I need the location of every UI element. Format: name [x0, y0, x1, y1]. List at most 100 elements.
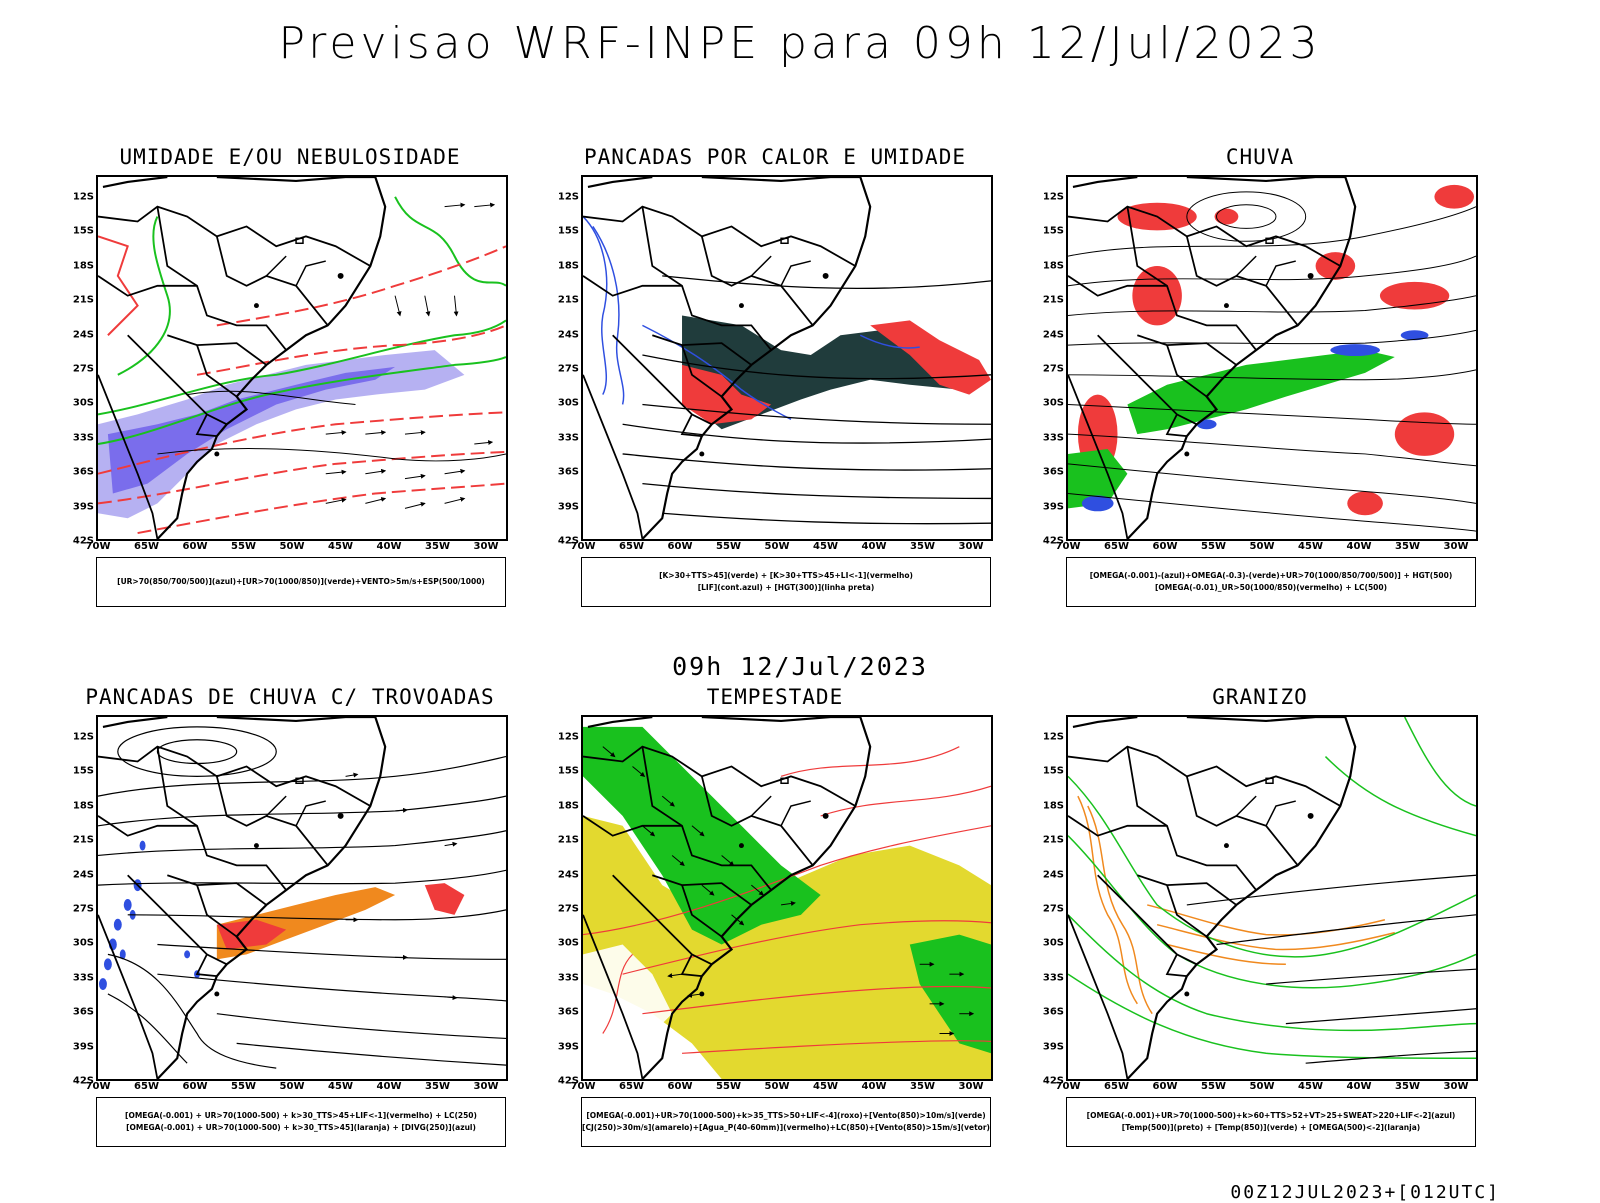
- lon-tick-label: 35W: [910, 541, 935, 552]
- lon-tick-label: 50W: [1249, 1081, 1275, 1092]
- lat-axis: 12S 15S 18S 21S 24S 27S 30S 33S 36S 39S 42S: [555, 175, 579, 547]
- legend-line: [LIF](cont.azul) + [HGT(300)](linha pret…: [697, 583, 875, 592]
- legend-line: [CJ(250)>30m/s](amarelo)+[Agua_P(40-60mm…: [582, 1123, 990, 1132]
- lon-axis: 70W 65W 60W 55W 50W 45W 40W 35W 30W: [86, 1081, 508, 1095]
- legend-line: [OMEGA(-0.001) + UR>70(1000-500) + k>30_…: [126, 1123, 476, 1132]
- lat-tick-label: 36S: [1042, 1006, 1064, 1018]
- lat-tick-label: 30S: [72, 937, 94, 949]
- lon-tick-label: 30W: [958, 1081, 984, 1092]
- map-pancadas-calor: [581, 175, 993, 541]
- legend-line: [OMEGA(-0.001)-(azul)+OMEGA(-0.3)-(verde…: [1089, 571, 1453, 580]
- lat-axis: 12S 15S 18S 21S 24S 27S 30S 33S 36S 39S 42S: [555, 715, 579, 1087]
- lat-tick-label: 27S: [557, 363, 579, 375]
- lat-tick-label: 39S: [1042, 501, 1064, 513]
- lon-tick-label: 60W: [1152, 541, 1178, 552]
- panel-umidade: UMIDADE E/OU NEBULOSIDADE 12S 15S 18S 21S 24…: [70, 145, 510, 625]
- legend-box: [OMEGA(-0.001)+UR>70(1000-500)+k>35_TTS>…: [581, 1097, 991, 1147]
- lon-tick-label: 35W: [1395, 1081, 1420, 1092]
- lat-tick-label: 21S: [1042, 834, 1064, 846]
- lat-tick-label: 15S: [557, 765, 579, 777]
- lon-tick-label: 70W: [85, 1081, 111, 1092]
- lon-tick-label: 30W: [1443, 1081, 1469, 1092]
- legend-line: [Temp(500)](preto) + [Temp(850)](verde) …: [1121, 1123, 1421, 1132]
- legend-line: [OMEGA(-0.001)+UR>70(1000-500)+k>60+TTS>…: [1086, 1111, 1456, 1120]
- lon-tick-label: 50W: [764, 541, 790, 552]
- lon-tick-label: 65W: [134, 541, 159, 552]
- lon-tick-label: 70W: [1055, 1081, 1081, 1092]
- map-tempestade: [581, 715, 993, 1081]
- lat-tick-label: 42S: [1042, 1075, 1064, 1087]
- page-title: Previsao WRF-INPE para 09h 12/Jul/2023: [278, 18, 1322, 69]
- lon-tick-label: 30W: [958, 541, 984, 552]
- lon-tick-label: 70W: [85, 541, 111, 552]
- lon-tick-label: 70W: [570, 541, 596, 552]
- legend-box: [K>30+TTS>45](verde) + [K>30+TTS>45+LI<-…: [581, 557, 991, 607]
- lon-tick-label: 40W: [1346, 541, 1372, 552]
- legend-line: [OMEGA(-0.001)+UR>70(1000-500)+k>35_TTS>…: [586, 1111, 986, 1120]
- lat-tick-label: 15S: [1042, 765, 1064, 777]
- map-chuva: [1066, 175, 1478, 541]
- lon-tick-label: 65W: [1104, 1081, 1129, 1092]
- lat-tick-label: 27S: [557, 903, 579, 915]
- lon-tick-label: 60W: [1152, 1081, 1178, 1092]
- legend-box: [UR>70(850/700/500)](azul)+[UR>70(1000/8…: [96, 557, 506, 607]
- lon-tick-label: 60W: [182, 541, 208, 552]
- lon-tick-label: 35W: [910, 1081, 935, 1092]
- lat-tick-label: 24S: [72, 869, 94, 881]
- panel-title: PANCADAS POR CALOR E UMIDADE: [583, 145, 966, 169]
- lon-tick-label: 35W: [1395, 541, 1420, 552]
- lon-tick-label: 40W: [861, 541, 887, 552]
- lat-tick-label: 42S: [72, 1075, 94, 1087]
- lat-tick-label: 12S: [557, 191, 579, 203]
- lon-tick-label: 35W: [425, 541, 450, 552]
- legend-line: [K>30+TTS>45](verde) + [K>30+TTS>45+LI<-…: [659, 571, 913, 580]
- lon-tick-label: 55W: [231, 1081, 256, 1092]
- map-pancadas-trovoadas: [96, 715, 508, 1081]
- lon-axis: 70W 65W 60W 55W 50W 45W 40W 35W 30W: [1056, 541, 1478, 555]
- footer-stamp: 00Z12JUL2023+[012UTC]: [1230, 1182, 1500, 1203]
- map-umidade: [96, 175, 508, 541]
- lat-tick-label: 39S: [72, 1041, 94, 1053]
- lon-tick-label: 35W: [425, 1081, 450, 1092]
- legend-line: [OMEGA(-0.001) + UR>70(1000-500) + k>30_…: [125, 1111, 477, 1120]
- lon-tick-label: 55W: [231, 541, 256, 552]
- lat-tick-label: 21S: [72, 294, 94, 306]
- lon-tick-label: 50W: [764, 1081, 790, 1092]
- lat-tick-label: 24S: [557, 329, 579, 341]
- lat-tick-label: 33S: [72, 972, 94, 984]
- lat-tick-label: 21S: [557, 294, 579, 306]
- lat-tick-label: 24S: [1042, 869, 1064, 881]
- lon-tick-label: 50W: [279, 1081, 305, 1092]
- lat-tick-label: 18S: [1042, 800, 1064, 812]
- lat-tick-label: 42S: [557, 1075, 579, 1087]
- lat-tick-label: 12S: [1042, 731, 1064, 743]
- lat-tick-label: 33S: [557, 972, 579, 984]
- panel-chuva: CHUVA 12S 15S 18S 21S 24S 27S 30S 33S 36S 39S 42S: [1040, 145, 1480, 625]
- lon-tick-label: 45W: [328, 1081, 353, 1092]
- lon-tick-label: 40W: [1346, 1081, 1372, 1092]
- lat-tick-label: 15S: [72, 225, 94, 237]
- lat-tick-label: 27S: [72, 903, 94, 915]
- legend-box: [OMEGA(-0.001)-(azul)+OMEGA(-0.3)-(verde…: [1066, 557, 1476, 607]
- lon-tick-label: 45W: [328, 541, 353, 552]
- lon-tick-label: 55W: [1201, 1081, 1226, 1092]
- lat-tick-label: 36S: [72, 1006, 94, 1018]
- lon-tick-label: 60W: [667, 1081, 693, 1092]
- lon-tick-label: 55W: [1201, 541, 1226, 552]
- lon-axis: 70W 65W 60W 55W 50W 45W 40W 35W 30W: [571, 541, 993, 555]
- lon-tick-label: 30W: [473, 1081, 499, 1092]
- lon-tick-label: 40W: [861, 1081, 887, 1092]
- lat-tick-label: 36S: [72, 466, 94, 478]
- panel-pancadas-trovoadas: PANCADAS DE CHUVA C/ TROVOADAS 12S 15S 18S…: [70, 685, 510, 1165]
- lat-tick-label: 15S: [557, 225, 579, 237]
- lat-tick-label: 21S: [557, 834, 579, 846]
- panel-tempestade: TEMPESTADE 12S 15S 18S 21S 24S 27S 30S 33S 36S 39…: [555, 685, 995, 1165]
- lon-tick-label: 40W: [376, 541, 402, 552]
- lat-tick-label: 18S: [72, 260, 94, 272]
- lat-tick-label: 33S: [72, 432, 94, 444]
- lat-tick-label: 42S: [1042, 535, 1064, 547]
- lat-tick-label: 12S: [72, 191, 94, 203]
- lat-tick-label: 30S: [557, 397, 579, 409]
- lon-tick-label: 30W: [473, 541, 499, 552]
- lat-tick-label: 39S: [557, 1041, 579, 1053]
